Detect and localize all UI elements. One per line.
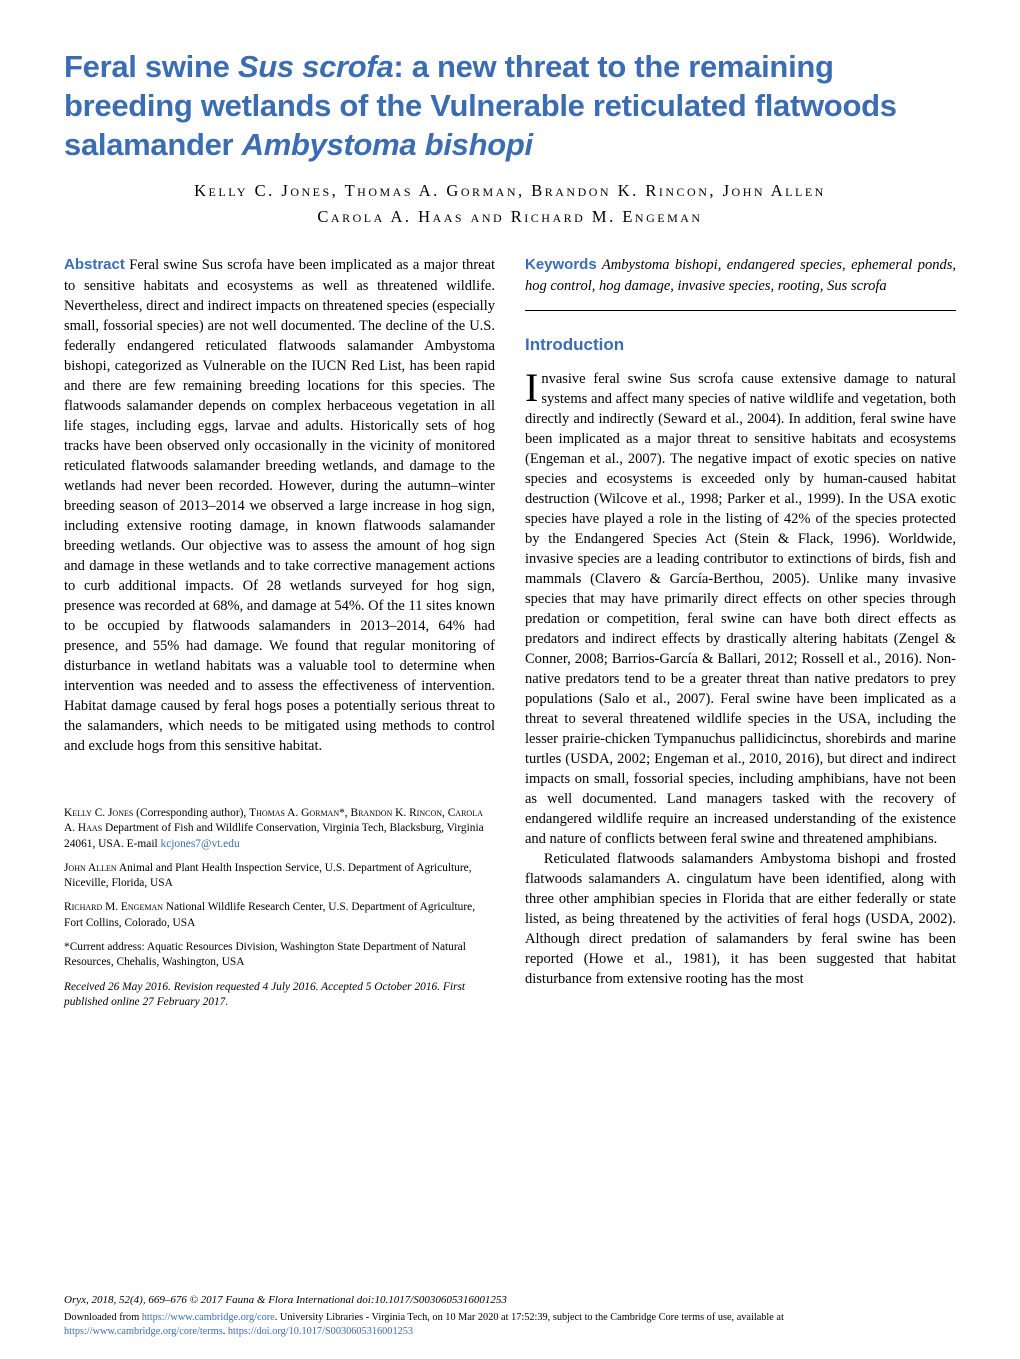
affiliations-block: Kelly C. Jones (Corresponding author), T… — [64, 806, 495, 1010]
author-block: Kelly C. Jones, Thomas A. Gorman, Brando… — [64, 178, 956, 229]
article-title: Feral swine Sus scrofa: a new threat to … — [64, 48, 956, 164]
footer-dl-pre: Downloaded from — [64, 1312, 142, 1323]
abstract-label: Abstract — [64, 256, 125, 273]
aff3-name: Richard M. Engeman — [64, 901, 163, 913]
keywords-divider — [525, 310, 956, 311]
footer-download-info: Downloaded from https://www.cambridge.or… — [64, 1311, 956, 1325]
aff1-name: Kelly C. Jones — [64, 807, 133, 819]
authors-line-2: Carola A. Haas and Richard M. Engeman — [98, 204, 922, 230]
affiliation-1: Kelly C. Jones (Corresponding author), T… — [64, 806, 495, 852]
abstract-paragraph: Abstract Feral swine Sus scrofa have bee… — [64, 255, 495, 756]
affiliation-4: *Current address: Aquatic Resources Divi… — [64, 940, 495, 971]
affiliation-2: John Allen Animal and Plant Health Inspe… — [64, 861, 495, 892]
title-species-2: Ambystoma bishopi — [242, 127, 533, 162]
aff1-corr: (Corresponding author), — [133, 807, 249, 819]
title-pre: Feral swine — [64, 49, 238, 84]
title-species-1: Sus scrofa — [238, 49, 394, 84]
left-column: Abstract Feral swine Sus scrofa have bee… — [64, 255, 495, 1019]
page-footer: Oryx, 2018, 52(4), 669–676 © 2017 Fauna … — [64, 1293, 956, 1339]
keywords-label: Keywords — [525, 256, 597, 273]
footer-dl-post: . University Libraries - Virginia Tech, … — [275, 1312, 784, 1323]
abstract-text: Feral swine Sus scrofa have been implica… — [64, 257, 495, 754]
introduction-heading: Introduction — [525, 333, 956, 356]
received-dates: Received 26 May 2016. Revision requested… — [64, 980, 495, 1011]
right-column: Keywords Ambystoma bishopi, endangered s… — [525, 255, 956, 1019]
footer-citation: Oryx, 2018, 52(4), 669–676 © 2017 Fauna … — [64, 1293, 956, 1308]
affiliation-3: Richard M. Engeman National Wildlife Res… — [64, 900, 495, 931]
footer-terms-link[interactable]: https://www.cambridge.org/core/terms — [64, 1326, 223, 1337]
intro-text: nvasive feral swine Sus scrofa cause ext… — [525, 371, 956, 847]
aff2-name: John Allen — [64, 862, 117, 874]
two-column-body: Abstract Feral swine Sus scrofa have bee… — [64, 255, 956, 1019]
intro-paragraph-2: Reticulated flatwoods salamanders Ambyst… — [525, 849, 956, 989]
footer-doi-link[interactable]: https://doi.org/10.1017/S003060531600125… — [228, 1326, 413, 1337]
dropcap: I — [525, 369, 541, 405]
aff2-body: Animal and Plant Health Inspection Servi… — [64, 862, 472, 889]
keywords-paragraph: Keywords Ambystoma bishopi, endangered s… — [525, 255, 956, 296]
footer-dl-link[interactable]: https://www.cambridge.org/core — [142, 1312, 275, 1323]
authors-line-1: Kelly C. Jones, Thomas A. Gorman, Brando… — [98, 178, 922, 204]
footer-terms-info: https://www.cambridge.org/core/terms. ht… — [64, 1325, 956, 1339]
aff1-email[interactable]: kcjones7@vt.edu — [161, 838, 240, 850]
intro-paragraph-1: Invasive feral swine Sus scrofa cause ex… — [525, 369, 956, 849]
aff1-body: Department of Fish and Wildlife Conserva… — [64, 822, 484, 849]
